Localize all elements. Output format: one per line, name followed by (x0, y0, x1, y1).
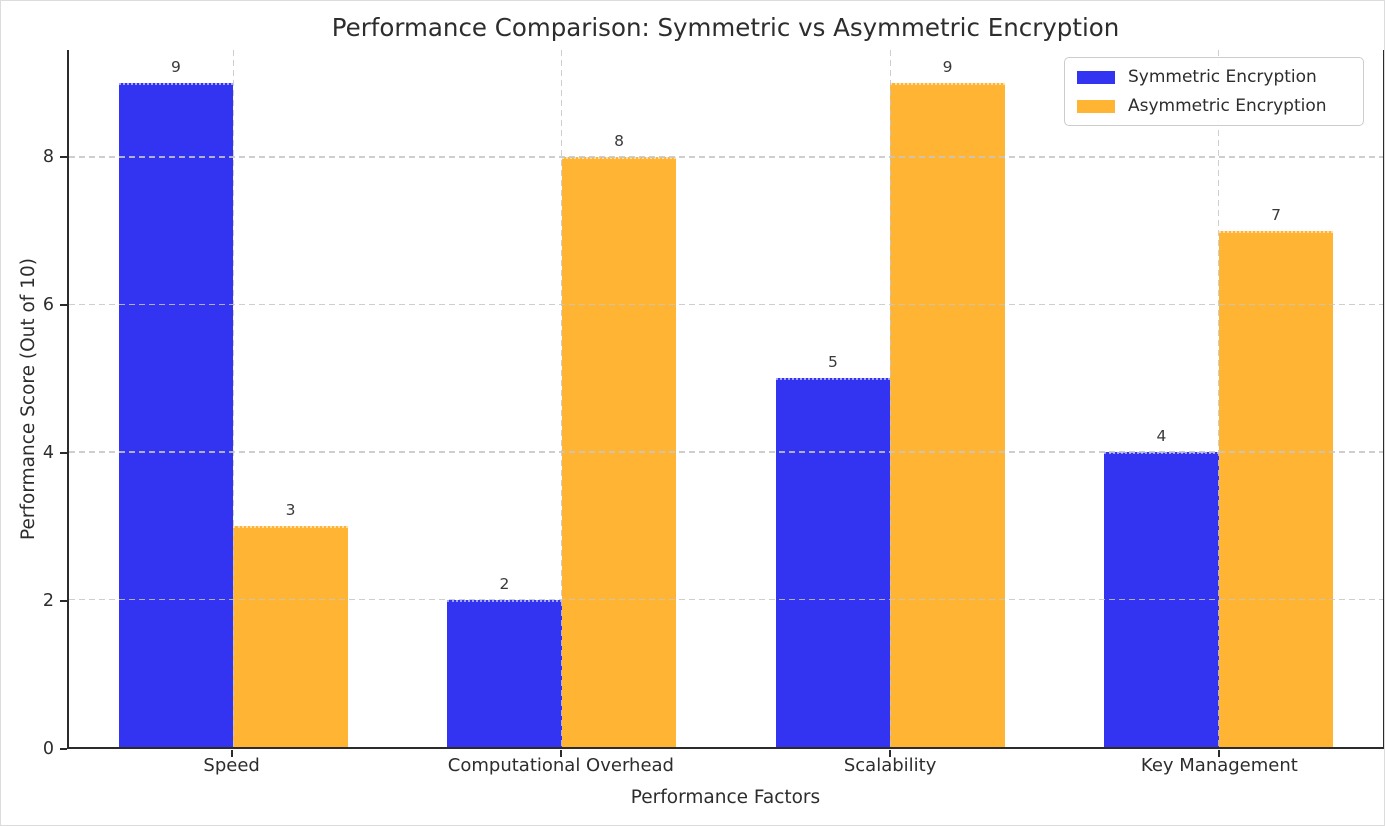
y-tick-label-4: 4 (42, 443, 54, 464)
x-tick-label-scalability: Scalability (843, 755, 937, 776)
x-tick-mark-scalability (889, 750, 892, 757)
x-tick-label-key-management: Key Management (1140, 755, 1298, 776)
x-tick-mark-computational-overhead (559, 750, 562, 757)
bar-asymmetric-encryption-key-management (1218, 230, 1334, 747)
bar-value-label-symmetric-encryption-computational-overhead: 2 (499, 574, 510, 593)
y-tick-mark-6 (60, 304, 67, 307)
legend: Symmetric Encryption Asymmetric Encryptio… (1064, 57, 1364, 126)
y-tick-label-6: 6 (42, 295, 54, 316)
bar-symmetric-encryption-computational-overhead (447, 599, 562, 747)
y-tick-mark-0 (60, 748, 67, 750)
x-tick-label-computational-overhead: Computational Overhead (447, 755, 674, 776)
gridline-horizontal-6 (69, 303, 1383, 306)
legend-label-asymmetric-encryption: Asymmetric Encryption (1128, 96, 1327, 116)
y-tick-label-8: 8 (42, 147, 54, 168)
bar-asymmetric-encryption-speed (233, 525, 348, 747)
bar-value-label-asymmetric-encryption-scalability: 9 (942, 58, 953, 77)
y-tick-mark-2 (60, 600, 67, 603)
bar-value-label-asymmetric-encryption-computational-overhead: 8 (614, 131, 625, 150)
gridline-horizontal-8 (69, 156, 1383, 158)
chart-title: Performance Comparison: Symmetric vs Asy… (331, 13, 1120, 42)
bar-symmetric-encryption-speed (118, 83, 234, 747)
bar-symmetric-encryption-scalability (775, 378, 891, 747)
y-tick-mark-8 (60, 156, 67, 159)
gridline-vertical-speed (232, 50, 234, 747)
y-tick-label-0: 0 (42, 739, 54, 759)
gridline-horizontal-2 (69, 598, 1383, 601)
x-axis-label: Performance Factors (630, 787, 821, 808)
gridline-horizontal-4 (69, 451, 1383, 453)
x-tick-label-speed: Speed (203, 755, 260, 776)
legend-row-symmetric-encryption: Symmetric Encryption (1077, 67, 1351, 87)
plot-area: 9 3 2 8 5 9 4 7 (67, 50, 1384, 749)
bar-value-label-symmetric-encryption-scalability: 5 (827, 353, 838, 372)
y-tick-mark-4 (60, 452, 67, 455)
bar-value-label-asymmetric-encryption-speed: 3 (285, 500, 296, 519)
gridline-vertical-key-management (1218, 50, 1220, 747)
x-tick-mark-speed (230, 750, 233, 757)
bar-value-label-symmetric-encryption-key-management: 4 (1156, 426, 1167, 445)
gridline-vertical-scalability (889, 50, 891, 747)
x-tick-mark-key-management (1218, 750, 1221, 757)
legend-swatch-asymmetric-encryption (1077, 99, 1115, 113)
legend-row-asymmetric-encryption: Asymmetric Encryption (1077, 96, 1351, 116)
legend-label-symmetric-encryption: Symmetric Encryption (1128, 67, 1317, 87)
gridline-vertical-computational-overhead (561, 50, 563, 747)
bar-asymmetric-encryption-scalability (890, 83, 1005, 747)
y-tick-label-2: 2 (42, 591, 54, 612)
bar-value-label-asymmetric-encryption-key-management: 7 (1271, 205, 1282, 224)
y-axis-label: Performance Score (Out of 10) (18, 258, 39, 540)
legend-swatch-symmetric-encryption (1077, 70, 1115, 84)
bar-value-label-symmetric-encryption-speed: 9 (170, 58, 181, 77)
